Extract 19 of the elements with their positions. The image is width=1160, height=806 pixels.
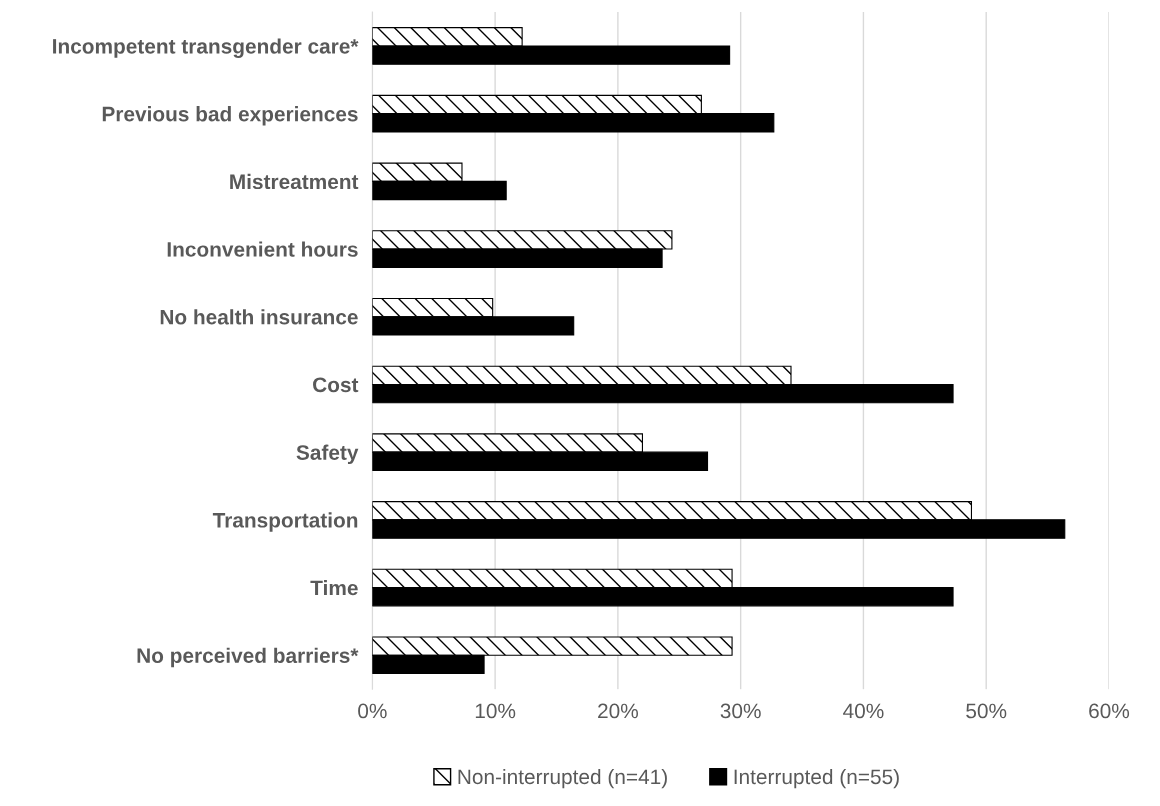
y-tick-label: Inconvenient hours <box>167 241 358 257</box>
y-tick-label: Mistreatment <box>230 173 359 190</box>
x-tick-label: 20% <box>598 703 638 719</box>
x-tick-label: 30% <box>720 703 761 719</box>
y-tick-label: Time <box>310 580 358 596</box>
x-tick-label: 10% <box>475 703 516 719</box>
y-tick-label: Safety <box>296 444 359 465</box>
y-tick-label: No perceived barriers* <box>137 647 359 668</box>
x-tick-label: 60% <box>1089 703 1130 719</box>
legend-label: Interrupted (n=55) <box>734 768 899 789</box>
y-tick-label: Incompetent transgender care* <box>53 38 359 58</box>
x-tick-label: 40% <box>843 703 884 719</box>
x-tick-label: 50% <box>966 703 1007 719</box>
legend-label: Non-interrupted (n=41) <box>458 768 667 789</box>
y-tick-label: Cost <box>313 377 359 393</box>
y-tick-label: Previous bad experiences <box>102 106 358 126</box>
y-tick-label: Transportation <box>212 512 358 532</box>
x-tick-label: 0% <box>358 703 387 719</box>
y-tick-label: No health insurance <box>160 309 358 325</box>
